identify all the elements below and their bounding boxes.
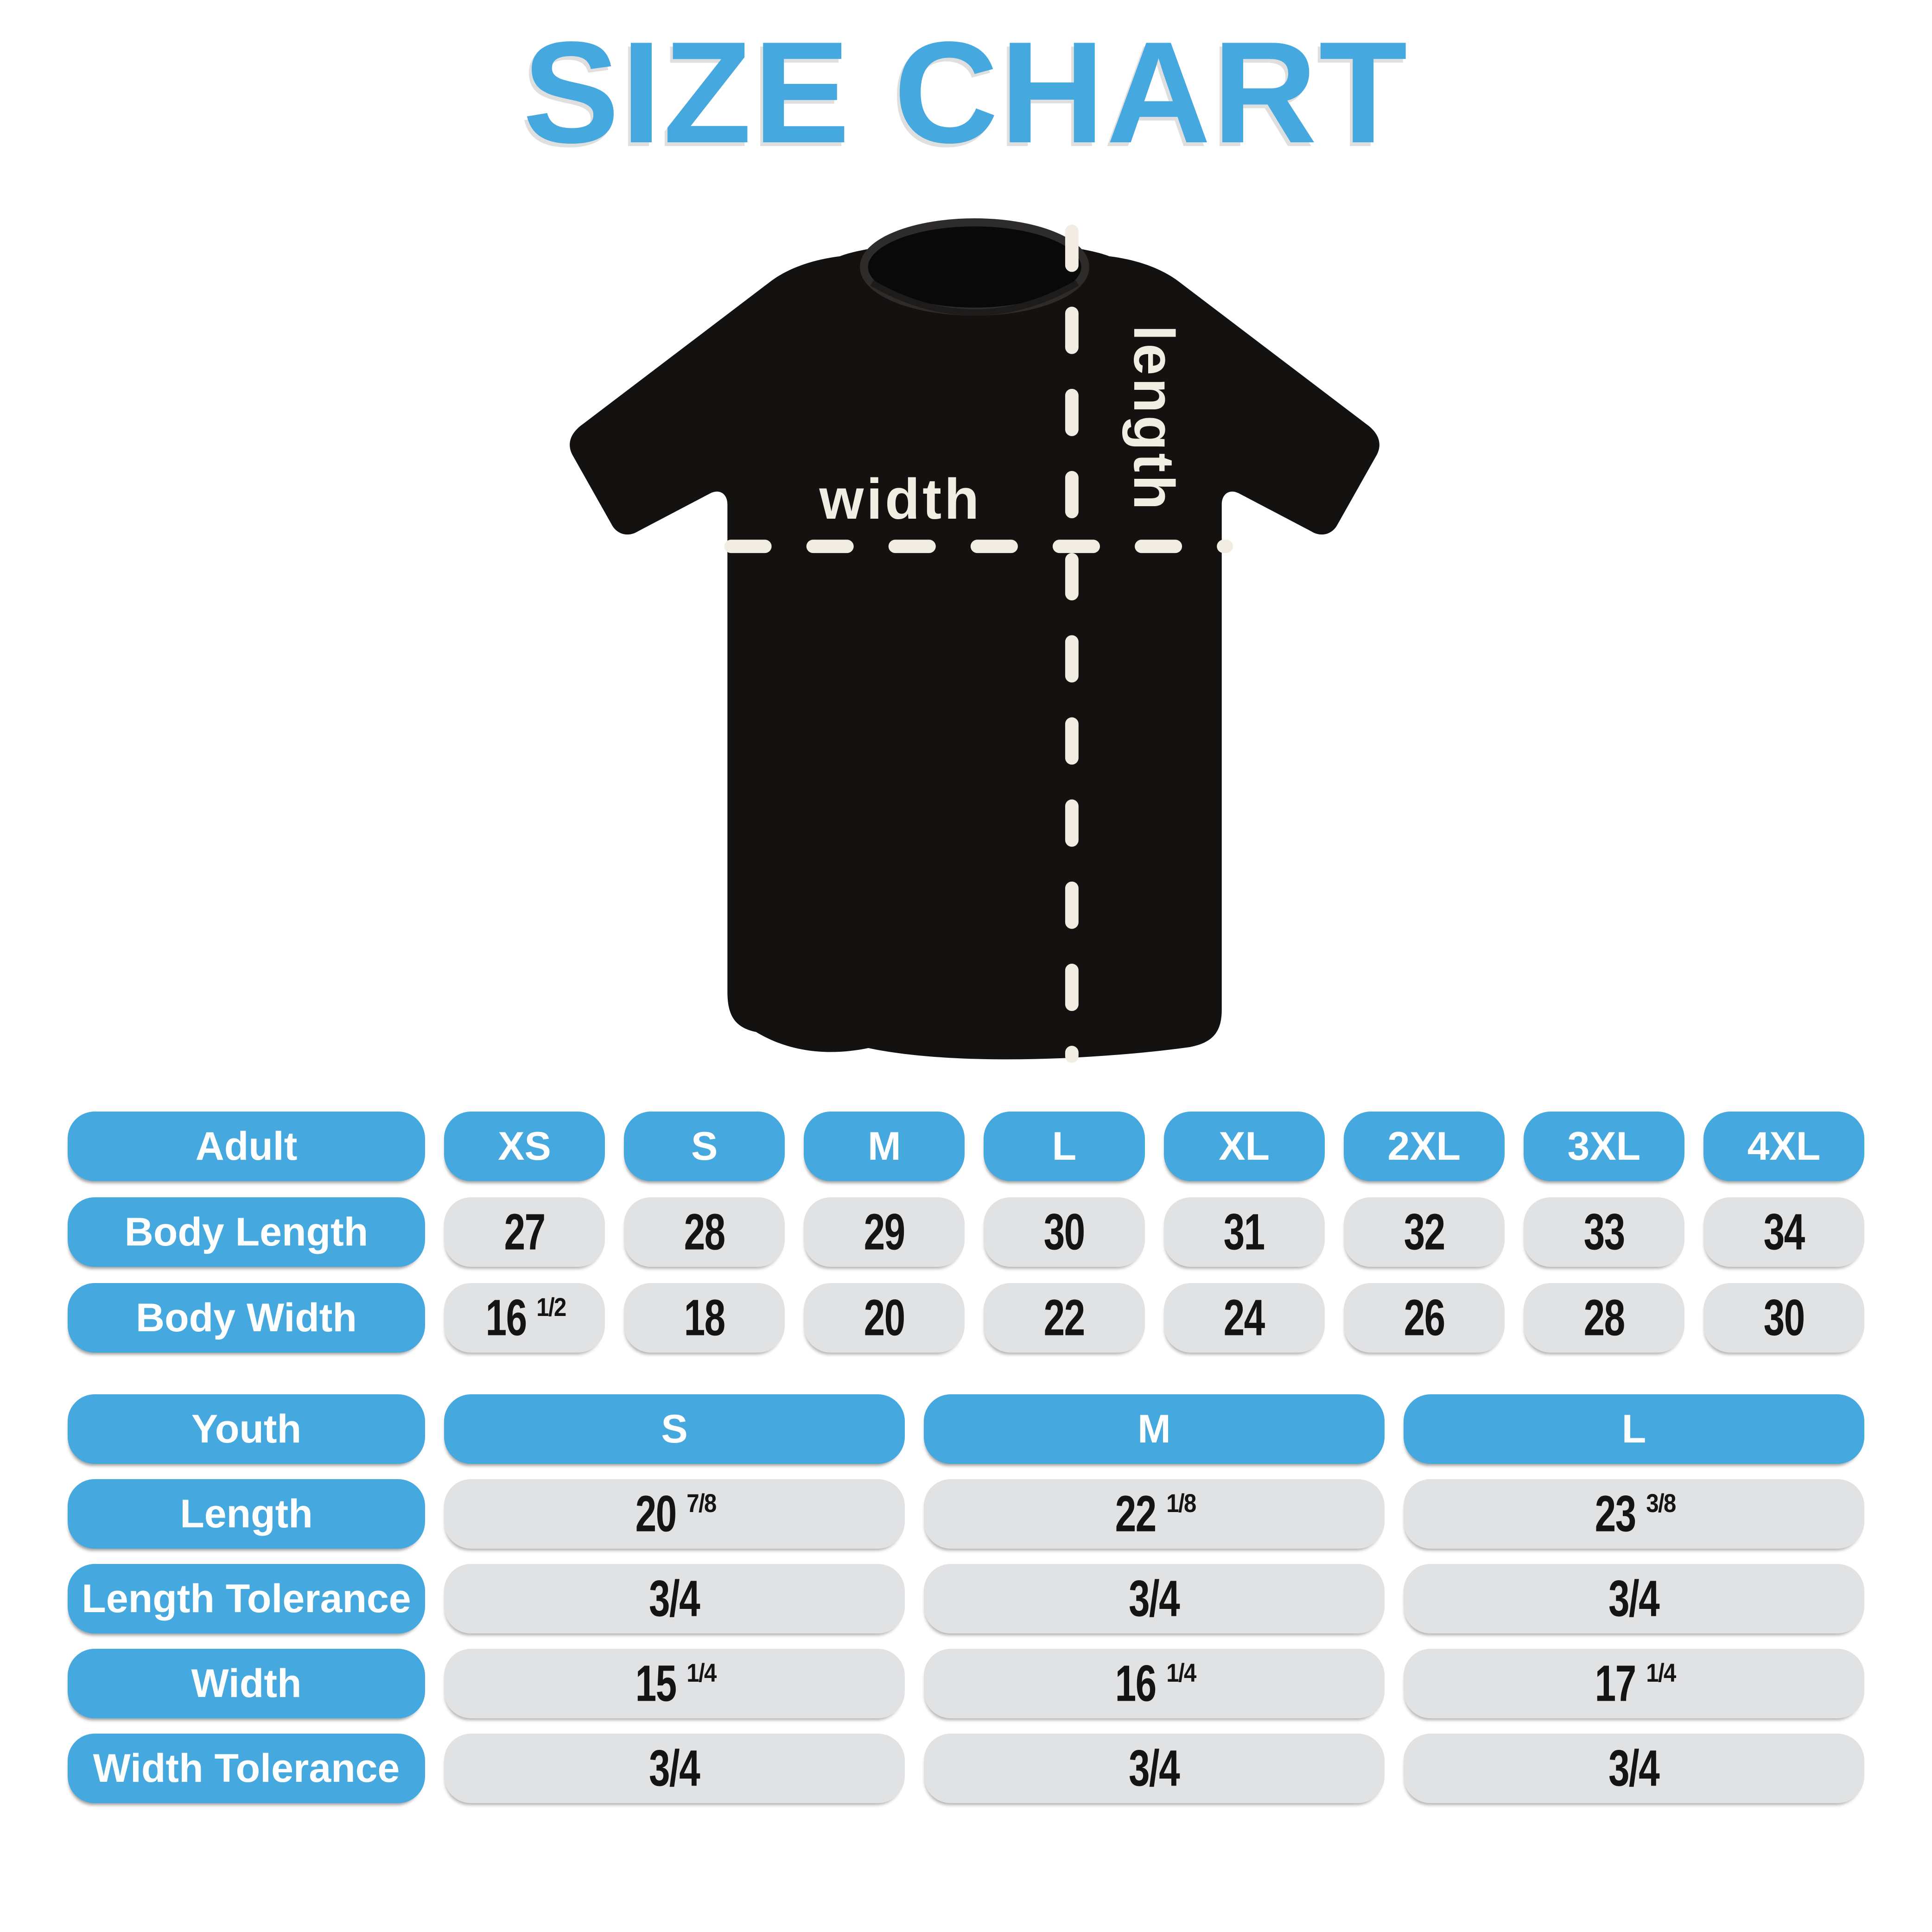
row-label-body-width: Body Width — [68, 1283, 425, 1353]
width-label: width — [819, 467, 982, 531]
row-label-length: Length — [68, 1479, 425, 1549]
youth-width-tol-s-cell: 3/4 — [444, 1734, 905, 1803]
youth-length-tolerance-row: Length Tolerance 3/4 3/4 3/4 — [68, 1564, 1864, 1633]
adult-size-table: Adult XS S M L XL 2XL 3XL 4XL Body Lengt… — [68, 1112, 1864, 1369]
youth-width-m-cell: 16 1/4 — [924, 1649, 1385, 1718]
youth-width-tol-m-cell: 3/4 — [924, 1734, 1385, 1803]
tshirt-body — [570, 242, 1379, 1060]
body-width-m-cell: 20 — [804, 1283, 965, 1353]
youth-length-s-cell: 20 7/8 — [444, 1479, 905, 1549]
adult-body-width-row: Body Width 16 1/2 18 20 22 24 26 28 30 — [68, 1283, 1864, 1353]
body-width-l-cell: 22 — [984, 1283, 1145, 1353]
youth-header-row: Youth S M L — [68, 1394, 1864, 1464]
row-label-body-length: Body Length — [68, 1197, 425, 1267]
body-width-4xl-cell: 30 — [1703, 1283, 1864, 1353]
body-length-4xl-cell: 34 — [1703, 1197, 1864, 1267]
adult-size-s: S — [624, 1112, 785, 1181]
youth-width-row: Width 15 1/4 16 1/4 17 1/4 — [68, 1649, 1864, 1718]
youth-width-s-cell: 15 1/4 — [444, 1649, 905, 1718]
youth-length-tol-s-cell: 3/4 — [444, 1564, 905, 1633]
tshirt-svg: width length — [570, 218, 1379, 1063]
body-length-s-cell: 28 — [624, 1197, 785, 1267]
row-label-width-tolerance: Width Tolerance — [68, 1734, 425, 1803]
youth-length-row: Length 20 7/8 22 1/8 23 3/8 — [68, 1479, 1864, 1549]
youth-size-s: S — [444, 1394, 905, 1464]
body-length-m-cell: 29 — [804, 1197, 965, 1267]
body-length-l-cell: 30 — [984, 1197, 1145, 1267]
adult-size-xs: XS — [444, 1112, 605, 1181]
body-width-s-cell: 18 — [624, 1283, 785, 1353]
adult-size-l: L — [984, 1112, 1145, 1181]
row-label-length-tolerance: Length Tolerance — [68, 1564, 425, 1633]
youth-width-l-cell: 17 1/4 — [1404, 1649, 1864, 1718]
youth-width-tolerance-row: Width Tolerance 3/4 3/4 3/4 — [68, 1734, 1864, 1803]
adult-body-length-row: Body Length 27 28 29 30 31 32 33 34 — [68, 1197, 1864, 1267]
adult-header-label: Adult — [68, 1112, 425, 1181]
adult-size-xl: XL — [1163, 1112, 1325, 1181]
body-width-3xl-cell: 28 — [1523, 1283, 1684, 1353]
youth-length-m-cell: 22 1/8 — [924, 1479, 1385, 1549]
adult-header-row: Adult XS S M L XL 2XL 3XL 4XL — [68, 1112, 1864, 1181]
tshirt-diagram: width length — [517, 206, 1409, 1108]
body-width-2xl-cell: 26 — [1343, 1283, 1505, 1353]
adult-size-4xl: 4XL — [1703, 1112, 1864, 1181]
youth-size-l: L — [1404, 1394, 1864, 1464]
youth-length-tol-m-cell: 3/4 — [924, 1564, 1385, 1633]
adult-size-m: M — [804, 1112, 965, 1181]
youth-length-l-cell: 23 3/8 — [1404, 1479, 1864, 1549]
length-label: length — [1122, 325, 1186, 512]
youth-size-table: Youth S M L Length 20 7/8 22 1/8 23 3/8 Len… — [68, 1394, 1864, 1818]
body-width-xl-cell: 24 — [1163, 1283, 1325, 1353]
body-length-2xl-cell: 32 — [1343, 1197, 1505, 1267]
youth-header-label: Youth — [68, 1394, 425, 1464]
adult-size-2xl: 2XL — [1343, 1112, 1505, 1181]
youth-width-tol-l-cell: 3/4 — [1404, 1734, 1864, 1803]
body-width-xs-cell: 16 1/2 — [444, 1283, 605, 1353]
tshirt-collar-rib — [870, 280, 1079, 316]
youth-size-m: M — [924, 1394, 1385, 1464]
adult-size-3xl: 3XL — [1523, 1112, 1684, 1181]
youth-length-tol-l-cell: 3/4 — [1404, 1564, 1864, 1633]
row-label-width: Width — [68, 1649, 425, 1718]
body-length-xs-cell: 27 — [444, 1197, 605, 1267]
body-length-xl-cell: 31 — [1163, 1197, 1325, 1267]
page-title: SIZE CHART — [523, 12, 1409, 173]
body-length-3xl-cell: 33 — [1523, 1197, 1684, 1267]
